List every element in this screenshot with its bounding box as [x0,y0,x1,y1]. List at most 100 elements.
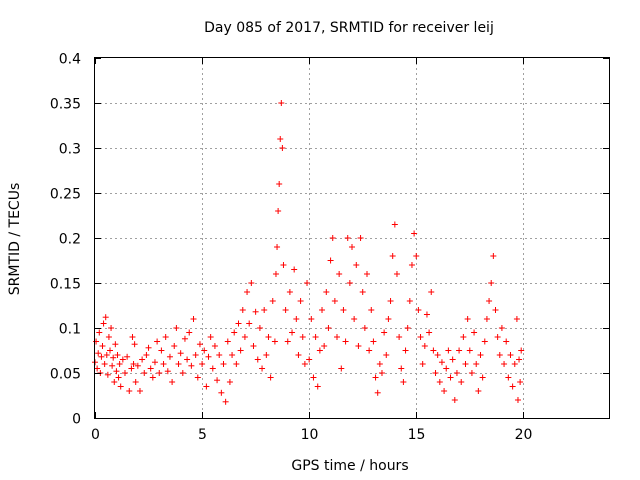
data-point [517,379,524,385]
data-point [415,307,422,313]
data-point [112,341,119,348]
data-point [304,280,311,286]
data-point [432,370,439,376]
data-point [114,352,121,358]
data-point [235,320,242,327]
data-point [398,365,405,372]
data-point [366,347,373,354]
x-tick-label: 10 [301,427,319,443]
data-point [336,271,343,277]
data-point [314,383,321,390]
data-point [267,374,274,381]
data-point [351,316,358,322]
data-point [280,262,287,268]
data-point [473,361,480,367]
data-point [299,334,306,340]
data-point [96,329,103,336]
data-point [325,325,332,331]
data-point [402,347,409,354]
data-point [207,334,214,340]
data-point [451,397,458,403]
data-point [279,145,286,151]
data-point [338,365,345,372]
data-point [456,347,463,354]
data-point [353,262,360,268]
data-point [194,374,201,381]
data-point [374,389,381,396]
data-point [110,354,117,361]
data-point [387,298,394,304]
data-point [275,208,282,214]
data-point [154,338,161,345]
data-point [503,338,510,345]
axis-ticks [95,58,609,419]
data-point [471,329,478,336]
data-point [274,244,281,250]
data-point [462,361,469,367]
data-point [149,374,156,381]
y-tick-label: 0.15 [50,277,81,293]
data-point [291,266,298,273]
data-point [218,389,225,396]
data-point [408,262,415,268]
x-tick-label: 0 [91,427,100,443]
data-point [460,334,467,340]
data-point [171,343,178,349]
data-point [349,244,355,250]
data-point [436,379,443,385]
data-point [417,334,424,340]
data-point [453,370,460,376]
data-point [368,307,375,313]
data-point [233,361,240,367]
data-point [509,383,516,390]
data-point [449,356,456,363]
data-point [244,289,251,295]
data-point [505,374,512,381]
data-point [286,289,293,295]
data-point [282,307,289,313]
data-point [406,298,413,304]
chart-title: Day 085 of 2017, SRMTID for receiver lei… [204,20,494,36]
data-point [192,352,199,358]
data-point [119,356,126,363]
data-point [513,316,520,322]
data-point [490,253,497,259]
data-point [411,230,418,237]
x-tick-label: 20 [515,427,533,443]
data-point [308,316,315,322]
y-tick-label: 0.3 [59,142,81,158]
data-point [261,307,268,313]
data-point [132,379,139,385]
data-point [404,325,411,331]
data-point [428,289,435,295]
data-point [312,334,319,340]
data-point [169,379,176,385]
data-point [479,374,486,381]
data-point [259,365,266,372]
data-point [496,352,503,358]
data-point [93,338,100,345]
data-point [203,383,210,390]
data-point [205,353,212,360]
y-tick-labels: 0 0.05 0.1 0.15 0.2 0.25 0.3 0.35 0.4 [50,52,81,428]
data-point [229,352,236,358]
data-point [289,329,296,336]
data-point [269,298,276,304]
data-point [216,352,223,358]
data-point [214,377,221,384]
data-point [116,361,123,367]
data-point [121,370,128,376]
data-point [166,353,173,360]
data-point [400,379,407,385]
data-point [99,343,106,349]
data-point [164,368,171,375]
x-tick-label: 5 [198,427,207,443]
y-tick-label: 0.05 [50,367,81,383]
x-tick-labels: 0 5 10 15 20 [91,427,532,443]
data-point [250,343,257,349]
data-point [295,352,302,358]
data-point [391,221,398,228]
y-tick-label: 0 [72,412,81,428]
data-point [441,388,448,394]
data-point [226,379,233,385]
